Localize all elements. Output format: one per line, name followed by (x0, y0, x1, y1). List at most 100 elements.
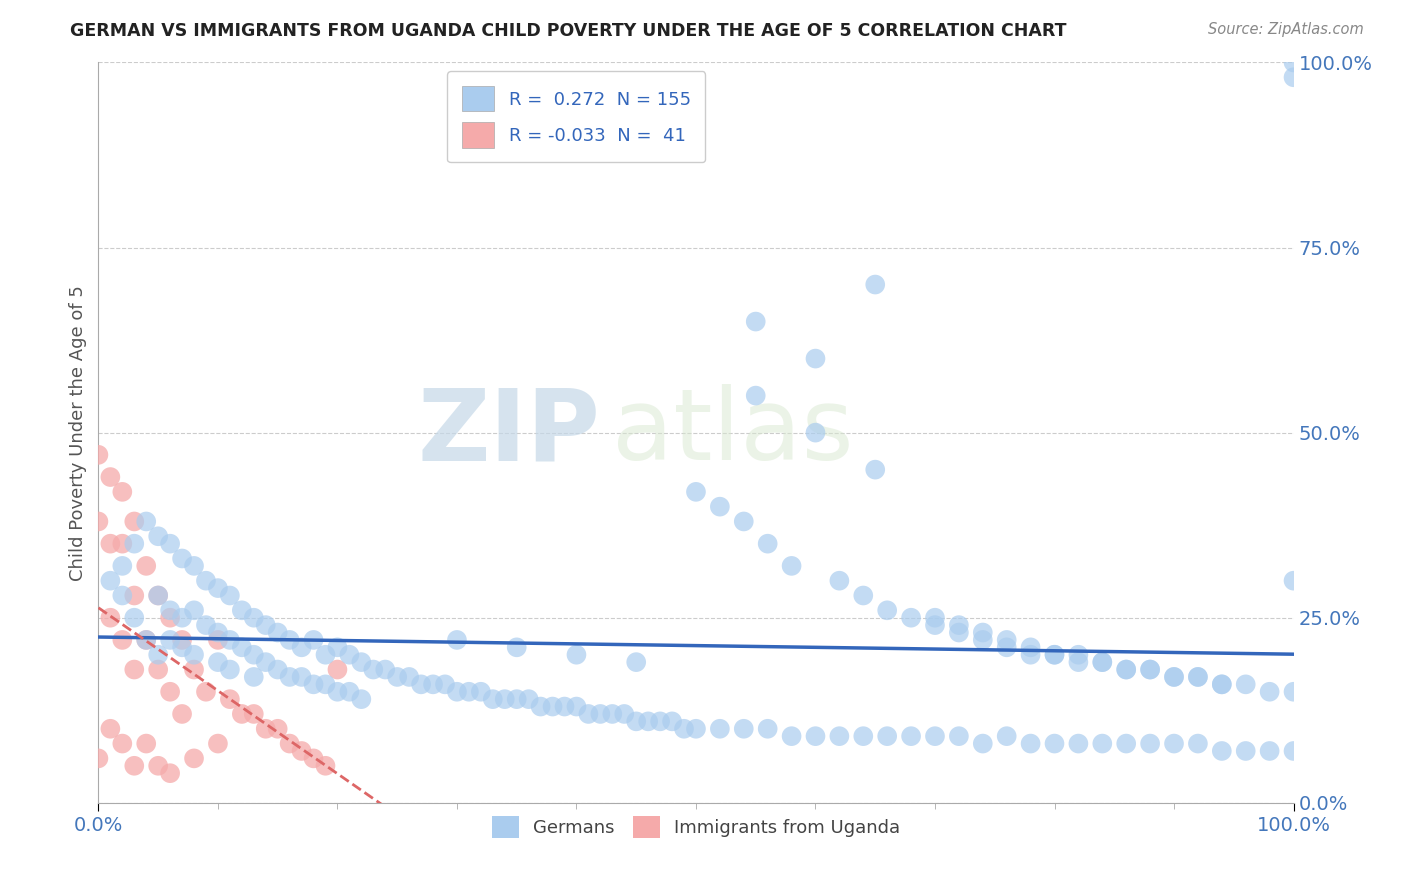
Point (1234, 744, 1257, 758)
Point (339, 685, 361, 699)
Point (828, 574, 851, 588)
Point (673, 722, 696, 736)
Legend: R =  0.272  N = 155, R = -0.033  N =  41: R = 0.272 N = 155, R = -0.033 N = 41 (447, 71, 706, 162)
Point (183, 663, 205, 677)
Point (995, 729, 1018, 743)
Point (315, 677, 337, 691)
Point (1115, 663, 1137, 677)
Point (302, 751, 325, 765)
Point (302, 632, 325, 647)
Point (243, 706, 266, 721)
Point (172, 610, 194, 624)
Point (1163, 737, 1185, 751)
Point (648, 714, 672, 729)
Point (494, 692, 516, 706)
Point (780, 558, 803, 573)
Point (804, 351, 827, 366)
Point (267, 625, 290, 640)
Point (135, 737, 157, 751)
Point (1139, 737, 1161, 751)
Point (1139, 663, 1161, 677)
Text: atlas: atlas (613, 384, 853, 481)
Point (1091, 655, 1114, 669)
Point (135, 558, 157, 573)
Y-axis label: Child Poverty Under the Age of 5: Child Poverty Under the Age of 5 (69, 285, 87, 581)
Point (315, 648, 337, 662)
Point (1211, 744, 1233, 758)
Point (124, 610, 146, 624)
Point (219, 663, 242, 677)
Point (326, 663, 349, 677)
Point (1067, 648, 1090, 662)
Point (865, 277, 887, 292)
Point (159, 603, 181, 617)
Point (207, 581, 229, 595)
Point (685, 722, 707, 736)
Point (948, 729, 970, 743)
Point (924, 610, 946, 624)
Point (195, 685, 218, 699)
Point (172, 640, 194, 655)
Point (446, 685, 468, 699)
Point (87, 515, 110, 529)
Point (1282, 55, 1305, 70)
Point (219, 692, 242, 706)
Point (530, 699, 553, 714)
Point (172, 706, 194, 721)
Point (1282, 685, 1305, 699)
Point (602, 706, 624, 721)
Point (291, 670, 314, 684)
Point (1067, 737, 1090, 751)
Point (1282, 574, 1305, 588)
Point (374, 663, 396, 677)
Point (159, 685, 181, 699)
Point (254, 618, 277, 632)
Point (148, 663, 170, 677)
Point (626, 714, 648, 729)
Point (804, 729, 827, 743)
Point (411, 677, 433, 691)
Point (111, 589, 134, 603)
Text: ZIP: ZIP (418, 384, 600, 481)
Point (565, 648, 588, 662)
Point (852, 729, 875, 743)
Point (661, 714, 683, 729)
Point (243, 670, 266, 684)
Point (948, 625, 970, 640)
Point (1234, 677, 1257, 691)
Point (589, 706, 612, 721)
Text: Source: ZipAtlas.com: Source: ZipAtlas.com (1208, 22, 1364, 37)
Point (995, 632, 1018, 647)
Point (207, 625, 229, 640)
Point (183, 603, 205, 617)
Point (326, 640, 349, 655)
Point (1043, 648, 1066, 662)
Point (183, 558, 205, 573)
Point (470, 685, 492, 699)
Point (195, 574, 218, 588)
Point (148, 648, 170, 662)
Point (434, 677, 457, 691)
Point (1115, 663, 1137, 677)
Point (709, 722, 731, 736)
Point (231, 706, 253, 721)
Point (195, 618, 218, 632)
Point (1187, 670, 1209, 684)
Point (148, 529, 170, 543)
Point (278, 737, 301, 751)
Point (1187, 670, 1209, 684)
Point (219, 589, 242, 603)
Point (183, 648, 205, 662)
Point (124, 536, 146, 550)
Point (1115, 737, 1137, 751)
Point (1091, 655, 1114, 669)
Point (685, 484, 707, 499)
Point (1043, 648, 1066, 662)
Point (111, 632, 134, 647)
Point (1187, 737, 1209, 751)
Point (948, 618, 970, 632)
Point (1211, 677, 1233, 691)
Point (124, 663, 146, 677)
Point (207, 655, 229, 669)
Point (900, 729, 922, 743)
